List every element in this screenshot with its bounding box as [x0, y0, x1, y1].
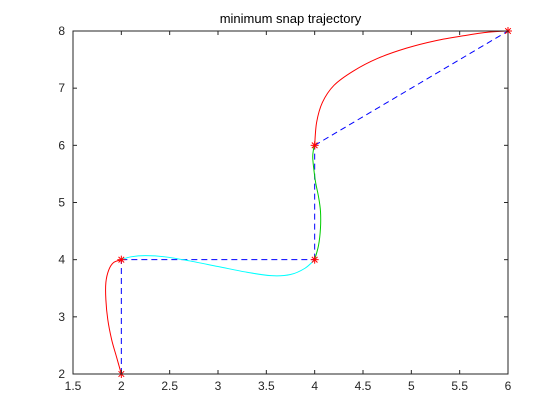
- y-tick-label: 3: [58, 310, 65, 324]
- waypoint-marker: [310, 141, 319, 150]
- axes-background: [73, 31, 508, 374]
- x-tick-label: 1.5: [65, 379, 82, 393]
- y-tick-label: 7: [58, 81, 65, 95]
- y-tick-label: 4: [58, 253, 65, 267]
- waypoint-marker: [310, 255, 319, 264]
- trajectory-segment-4: [314, 30, 509, 146]
- x-tick-label: 4.5: [355, 379, 372, 393]
- x-tick-label: 2.5: [161, 379, 178, 393]
- y-tick-label: 2: [58, 367, 65, 381]
- x-tick-label: 5: [408, 379, 415, 393]
- y-tick-label: 5: [58, 196, 65, 210]
- x-tick-label: 4: [311, 379, 318, 393]
- y-tick-label: 8: [58, 24, 65, 38]
- x-tick-label: 5.5: [451, 379, 468, 393]
- trajectory-segment-3: [312, 145, 322, 260]
- waypoint-link-line: [314, 30, 509, 146]
- x-tick-label: 3: [215, 379, 222, 393]
- trajectory-segment-2: [121, 255, 316, 277]
- chart-title: minimum snap trajectory: [220, 11, 362, 26]
- trajectory-segment-1: [105, 259, 122, 375]
- y-tick-label: 6: [58, 138, 65, 152]
- x-tick-label: 2: [118, 379, 125, 393]
- waypoint-marker: [117, 255, 126, 264]
- x-tick-label: 3.5: [258, 379, 275, 393]
- x-tick-label: 6: [505, 379, 512, 393]
